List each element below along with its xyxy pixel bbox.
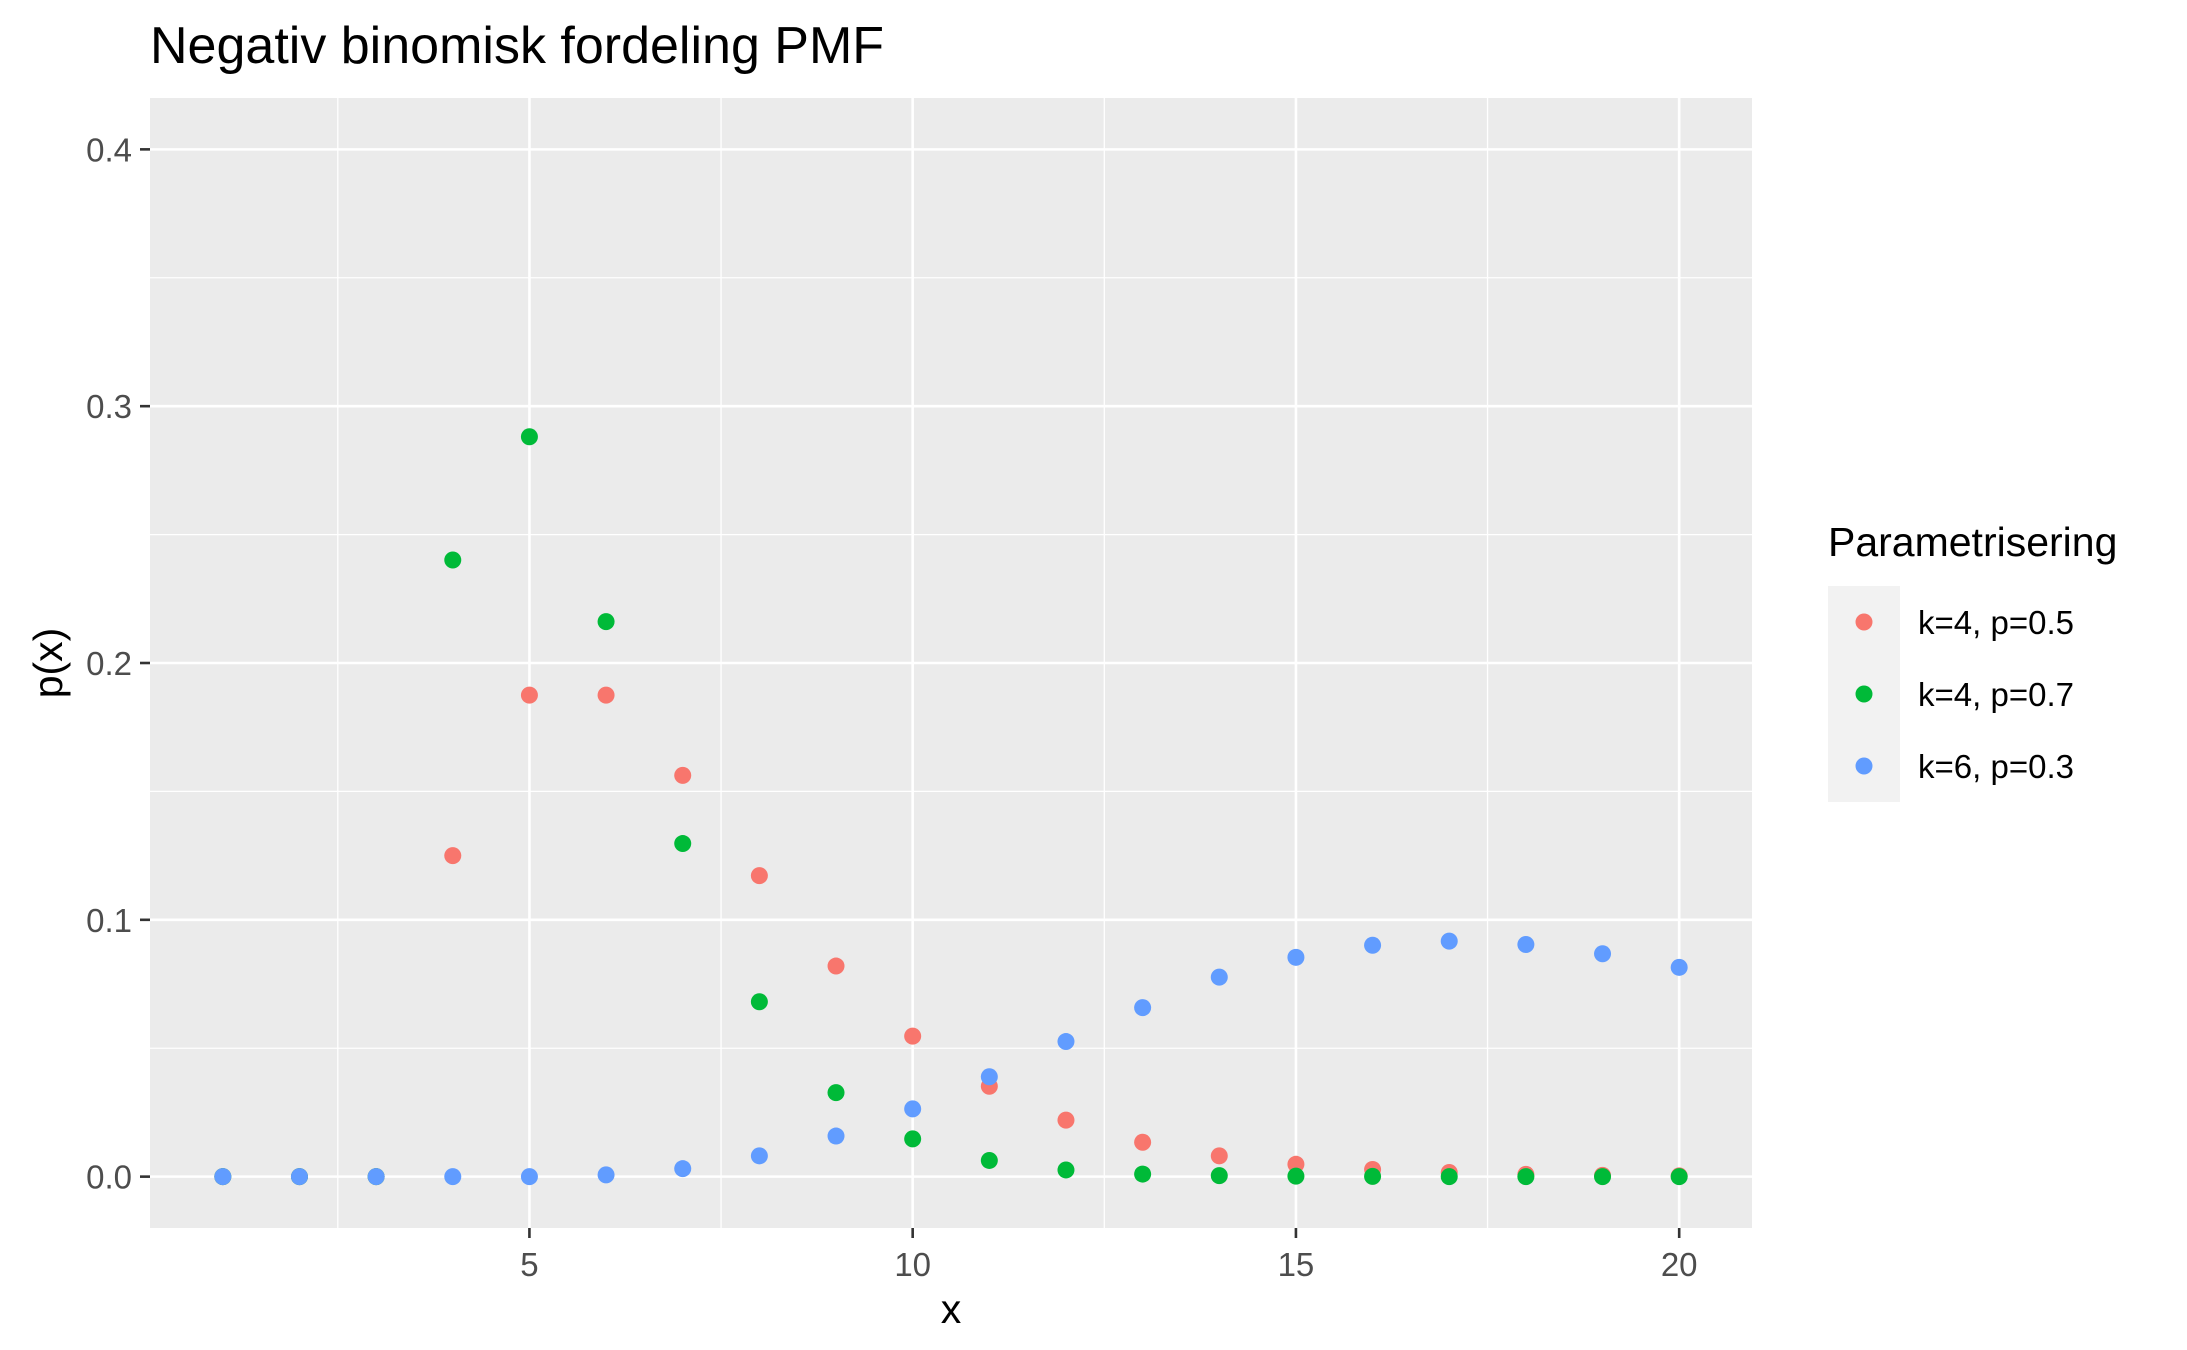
data-point-series-2 <box>904 1130 922 1148</box>
y-axis: 0.0 0.1 0.2 0.3 0.4 <box>86 131 150 1196</box>
data-point-series-1 <box>1057 1111 1075 1129</box>
x-tick-label: 15 <box>1278 1246 1315 1283</box>
data-point-series-2 <box>1517 1168 1535 1186</box>
data-point-series-2 <box>1670 1168 1688 1186</box>
data-points <box>214 428 1688 1186</box>
data-point-series-3 <box>1287 948 1305 966</box>
data-point-series-3 <box>214 1168 232 1186</box>
data-point-series-2 <box>1210 1167 1228 1185</box>
data-point-series-3 <box>1440 932 1458 950</box>
x-tick-label: 5 <box>520 1246 538 1283</box>
legend-key-3 <box>1855 757 1873 775</box>
data-point-series-3 <box>1057 1033 1075 1051</box>
legend-label-3: k=6, p=0.3 <box>1918 748 2074 785</box>
legend-key-2 <box>1855 685 1873 703</box>
y-tick-label: 0.3 <box>86 388 132 425</box>
data-point-series-1 <box>520 686 538 704</box>
x-tick-label: 20 <box>1661 1246 1698 1283</box>
data-point-series-1 <box>674 766 692 784</box>
data-point-series-3 <box>750 1147 768 1165</box>
data-point-series-3 <box>1517 935 1535 953</box>
data-point-series-2 <box>1364 1167 1382 1185</box>
data-point-series-2 <box>1594 1168 1612 1186</box>
legend-key-1 <box>1855 613 1873 631</box>
data-point-series-3 <box>290 1168 308 1186</box>
chart-title: Negativ binomisk fordeling PMF <box>150 17 884 75</box>
data-point-series-2 <box>1134 1165 1152 1183</box>
data-point-series-1 <box>1210 1147 1228 1165</box>
data-point-series-1 <box>1134 1133 1152 1151</box>
data-point-series-2 <box>674 835 692 853</box>
y-tick-label: 0.2 <box>86 645 132 682</box>
data-point-series-3 <box>597 1166 615 1184</box>
data-point-series-1 <box>1287 1155 1305 1173</box>
data-point-series-3 <box>904 1100 922 1118</box>
data-point-series-2 <box>1057 1161 1075 1179</box>
data-point-series-3 <box>1134 999 1152 1017</box>
data-point-series-2 <box>444 551 462 569</box>
data-point-series-1 <box>827 957 845 975</box>
data-point-series-3 <box>1364 936 1382 954</box>
data-point-series-2 <box>980 1151 998 1169</box>
data-point-series-1 <box>444 847 462 865</box>
data-point-series-2 <box>597 613 615 631</box>
data-point-series-2 <box>827 1084 845 1102</box>
x-axis: 5 10 15 20 <box>520 1228 1698 1283</box>
data-point-series-3 <box>980 1068 998 1086</box>
y-axis-title: p(x) <box>25 628 71 699</box>
data-point-series-3 <box>1210 968 1228 986</box>
data-point-series-2 <box>750 993 768 1011</box>
data-point-series-3 <box>444 1168 462 1186</box>
legend-label-1: k=4, p=0.5 <box>1918 604 2074 641</box>
legend-label-2: k=4, p=0.7 <box>1918 676 2074 713</box>
y-tick-label: 0.0 <box>86 1159 132 1196</box>
data-point-series-1 <box>904 1027 922 1045</box>
data-point-series-3 <box>520 1168 538 1186</box>
y-tick-label: 0.4 <box>86 131 132 168</box>
data-point-series-3 <box>827 1127 845 1145</box>
data-point-series-3 <box>367 1168 385 1186</box>
data-point-series-3 <box>674 1160 692 1178</box>
data-point-series-1 <box>597 686 615 704</box>
data-point-series-1 <box>750 867 768 885</box>
y-tick-label: 0.1 <box>86 902 132 939</box>
x-tick-label: 10 <box>894 1246 931 1283</box>
legend: Parametrisering k=4, p=0.5 k=4, p=0.7 k=6,… <box>1828 519 2117 802</box>
data-point-series-2 <box>1440 1168 1458 1186</box>
legend-title: Parametrisering <box>1828 519 2117 565</box>
data-point-series-3 <box>1594 945 1612 963</box>
data-point-series-2 <box>1287 1167 1305 1185</box>
data-point-series-3 <box>1670 958 1688 976</box>
x-axis-title: x <box>941 1286 962 1332</box>
data-point-series-2 <box>520 428 538 446</box>
